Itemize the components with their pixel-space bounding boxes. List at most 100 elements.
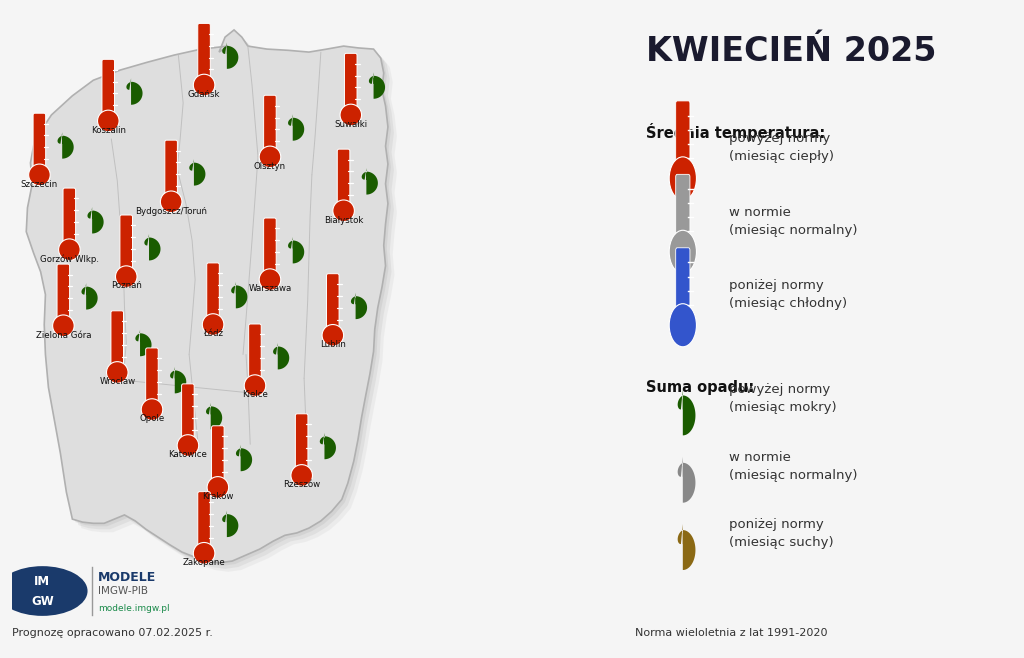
Text: Szczecin: Szczecin bbox=[20, 180, 58, 189]
Polygon shape bbox=[236, 445, 252, 471]
FancyBboxPatch shape bbox=[344, 53, 357, 111]
FancyBboxPatch shape bbox=[57, 264, 70, 322]
Text: Suwałki: Suwałki bbox=[334, 120, 368, 129]
Polygon shape bbox=[222, 42, 239, 69]
Text: Gdańsk: Gdańsk bbox=[187, 89, 220, 99]
FancyBboxPatch shape bbox=[249, 324, 261, 382]
Circle shape bbox=[0, 566, 87, 616]
Polygon shape bbox=[361, 168, 378, 195]
Polygon shape bbox=[35, 39, 397, 572]
FancyBboxPatch shape bbox=[145, 348, 159, 405]
FancyBboxPatch shape bbox=[111, 311, 124, 368]
Polygon shape bbox=[126, 78, 142, 105]
Text: Warszawa: Warszawa bbox=[249, 284, 292, 293]
Circle shape bbox=[97, 110, 119, 132]
Polygon shape bbox=[27, 30, 388, 563]
Text: Bydgoszcz/Toruń: Bydgoszcz/Toruń bbox=[135, 207, 207, 216]
Circle shape bbox=[291, 465, 312, 486]
Text: Katowice: Katowice bbox=[169, 450, 208, 459]
Polygon shape bbox=[30, 33, 391, 566]
FancyBboxPatch shape bbox=[120, 215, 132, 272]
FancyBboxPatch shape bbox=[676, 248, 690, 317]
Circle shape bbox=[207, 476, 228, 498]
Text: powyżej normy
(miesiąc ciepły): powyżej normy (miesiąc ciepły) bbox=[729, 132, 835, 163]
Polygon shape bbox=[288, 237, 304, 263]
Text: Rzeszów: Rzeszów bbox=[284, 480, 321, 489]
Polygon shape bbox=[273, 343, 289, 369]
Text: Białystok: Białystok bbox=[324, 216, 364, 224]
FancyBboxPatch shape bbox=[207, 263, 219, 320]
Text: Prognozę opracowano 07.02.2025 r.: Prognozę opracowano 07.02.2025 r. bbox=[12, 628, 213, 638]
Circle shape bbox=[670, 157, 696, 200]
Polygon shape bbox=[32, 36, 394, 569]
Polygon shape bbox=[135, 330, 152, 356]
Polygon shape bbox=[189, 159, 206, 186]
Text: Norma wieloletnia z lat 1991-2020: Norma wieloletnia z lat 1991-2020 bbox=[635, 628, 827, 638]
FancyBboxPatch shape bbox=[198, 492, 210, 549]
Circle shape bbox=[259, 146, 281, 168]
Text: Gorzów Wlkp.: Gorzów Wlkp. bbox=[40, 255, 99, 264]
Text: poniżej normy
(miesiąc suchy): poniżej normy (miesiąc suchy) bbox=[729, 518, 834, 549]
FancyBboxPatch shape bbox=[676, 174, 690, 243]
FancyBboxPatch shape bbox=[263, 95, 276, 153]
Text: Średnia temperatura:: Średnia temperatura: bbox=[646, 123, 825, 141]
Circle shape bbox=[52, 315, 74, 336]
Polygon shape bbox=[678, 390, 695, 436]
Circle shape bbox=[340, 104, 361, 126]
Polygon shape bbox=[206, 403, 222, 429]
Text: Kraków: Kraków bbox=[202, 492, 233, 501]
Circle shape bbox=[141, 399, 163, 420]
Circle shape bbox=[259, 269, 281, 290]
Text: Suma opadu:: Suma opadu: bbox=[646, 380, 755, 395]
Polygon shape bbox=[222, 511, 239, 537]
Circle shape bbox=[106, 362, 128, 383]
FancyBboxPatch shape bbox=[676, 101, 690, 170]
Text: Zakopane: Zakopane bbox=[182, 558, 225, 567]
FancyBboxPatch shape bbox=[327, 274, 339, 331]
Text: w normie
(miesiąc normalny): w normie (miesiąc normalny) bbox=[729, 206, 858, 237]
Polygon shape bbox=[319, 433, 336, 459]
Circle shape bbox=[670, 230, 696, 273]
Circle shape bbox=[177, 435, 199, 456]
Circle shape bbox=[194, 542, 215, 564]
FancyBboxPatch shape bbox=[198, 24, 210, 81]
Text: poniżej normy
(miesiąc chłodny): poniżej normy (miesiąc chłodny) bbox=[729, 280, 848, 311]
Text: KWIECIEŃ 2025: KWIECIEŃ 2025 bbox=[646, 35, 937, 68]
FancyBboxPatch shape bbox=[63, 188, 76, 245]
FancyBboxPatch shape bbox=[263, 218, 276, 276]
Polygon shape bbox=[170, 367, 186, 393]
Text: Zielona Góra: Zielona Góra bbox=[36, 330, 91, 340]
Circle shape bbox=[161, 191, 182, 213]
Polygon shape bbox=[231, 282, 248, 309]
Text: Opole: Opole bbox=[139, 415, 165, 423]
Circle shape bbox=[194, 74, 215, 96]
Circle shape bbox=[58, 239, 80, 261]
FancyBboxPatch shape bbox=[337, 149, 350, 207]
FancyBboxPatch shape bbox=[165, 140, 177, 197]
Text: Kielce: Kielce bbox=[242, 390, 268, 399]
Polygon shape bbox=[144, 234, 161, 261]
Circle shape bbox=[203, 314, 224, 336]
Text: powyżej normy
(miesiąc mokry): powyżej normy (miesiąc mokry) bbox=[729, 384, 837, 415]
Text: Łódź: Łódź bbox=[203, 329, 223, 338]
Text: Lublin: Lublin bbox=[319, 340, 346, 349]
Text: IM: IM bbox=[35, 575, 50, 588]
Polygon shape bbox=[82, 283, 97, 309]
FancyBboxPatch shape bbox=[181, 384, 195, 442]
FancyBboxPatch shape bbox=[33, 113, 46, 170]
Text: MODELE: MODELE bbox=[98, 571, 157, 584]
FancyBboxPatch shape bbox=[295, 414, 308, 471]
Text: w normie
(miesiąc normalny): w normie (miesiąc normalny) bbox=[729, 451, 858, 482]
Circle shape bbox=[116, 266, 137, 288]
Text: GW: GW bbox=[31, 595, 54, 607]
Polygon shape bbox=[678, 457, 695, 503]
Text: IMGW-PIB: IMGW-PIB bbox=[98, 586, 148, 596]
Text: modele.imgw.pl: modele.imgw.pl bbox=[98, 604, 170, 613]
Circle shape bbox=[244, 375, 266, 396]
Polygon shape bbox=[288, 114, 304, 141]
Polygon shape bbox=[87, 207, 103, 234]
Polygon shape bbox=[351, 293, 367, 319]
Circle shape bbox=[29, 164, 50, 186]
Polygon shape bbox=[57, 132, 74, 159]
FancyBboxPatch shape bbox=[102, 59, 115, 117]
